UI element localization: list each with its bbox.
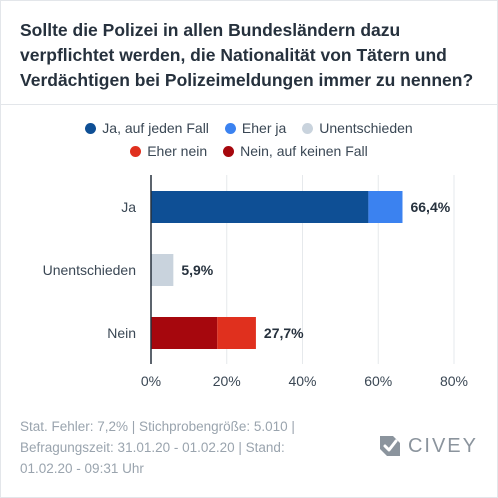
survey-footer: Stat. Fehler: 7,2% | Stichprobengröße: 5… <box>20 416 340 479</box>
header-divider <box>0 104 498 105</box>
x-tick-label: 80% <box>440 373 468 389</box>
logo-text: CIVEY <box>407 434 478 457</box>
total-label: 5,9% <box>181 262 213 278</box>
legend-label: Unentschieden <box>319 120 413 136</box>
bar-segment <box>368 191 403 223</box>
chart-legend: Ja, auf jeden Fall Eher ja Unentschieden… <box>0 120 498 166</box>
legend-item-eher-nein: Eher nein <box>130 143 207 159</box>
legend-label: Ja, auf jeden Fall <box>102 120 209 136</box>
civey-logo-icon <box>379 436 400 456</box>
legend-dot-icon <box>130 145 142 157</box>
legend-dot-icon <box>85 122 97 134</box>
x-tick-label: 40% <box>288 373 316 389</box>
footer-line-1: Stat. Fehler: 7,2% | Stichprobengröße: 5… <box>20 419 295 434</box>
category-label: Nein <box>107 325 136 341</box>
x-tick-label: 20% <box>213 373 241 389</box>
legend-item-ja-auf-jeden-fall: Ja, auf jeden Fall <box>85 120 209 136</box>
x-tick-label: 60% <box>364 373 392 389</box>
category-label: Ja <box>121 199 136 215</box>
bar-segment <box>151 317 218 349</box>
total-label: 27,7% <box>264 325 304 341</box>
legend-label: Nein, auf keinen Fall <box>240 143 368 159</box>
footer-line-3: 01.02.20 - 09:31 Uhr <box>20 461 144 476</box>
footer-line-2: Befragungszeit: 31.01.20 - 01.02.20 | St… <box>20 440 285 455</box>
bar-segment <box>151 254 174 286</box>
category-label: Unentschieden <box>43 262 136 278</box>
legend-dot-icon <box>302 122 314 134</box>
legend-row-1: Ja, auf jeden Fall Eher ja Unentschieden <box>0 120 498 136</box>
legend-dot-icon <box>224 122 236 134</box>
x-tick-label: 0% <box>141 373 161 389</box>
legend-item-nein-auf-keinen-fall: Nein, auf keinen Fall <box>223 143 368 159</box>
bar-segment <box>217 317 256 349</box>
bar-segment <box>151 191 369 223</box>
legend-row-2: Eher nein Nein, auf keinen Fall <box>0 143 498 159</box>
legend-label: Eher nein <box>147 143 208 159</box>
civey-logo: CIVEY <box>378 434 478 458</box>
legend-dot-icon <box>223 145 235 157</box>
legend-item-eher-ja: Eher ja <box>224 120 287 136</box>
legend-item-unentschieden: Unentschieden <box>302 120 413 136</box>
total-label: 66,4% <box>410 199 450 215</box>
stacked-bar-chart: 0% 20% 40% 60% 80% Ja 66,4% Unentschieden 5,9% Ne… <box>43 175 468 389</box>
poll-question: Sollte die Polizei in allen Bundesländer… <box>20 20 474 90</box>
legend-label: Eher ja <box>241 120 287 136</box>
